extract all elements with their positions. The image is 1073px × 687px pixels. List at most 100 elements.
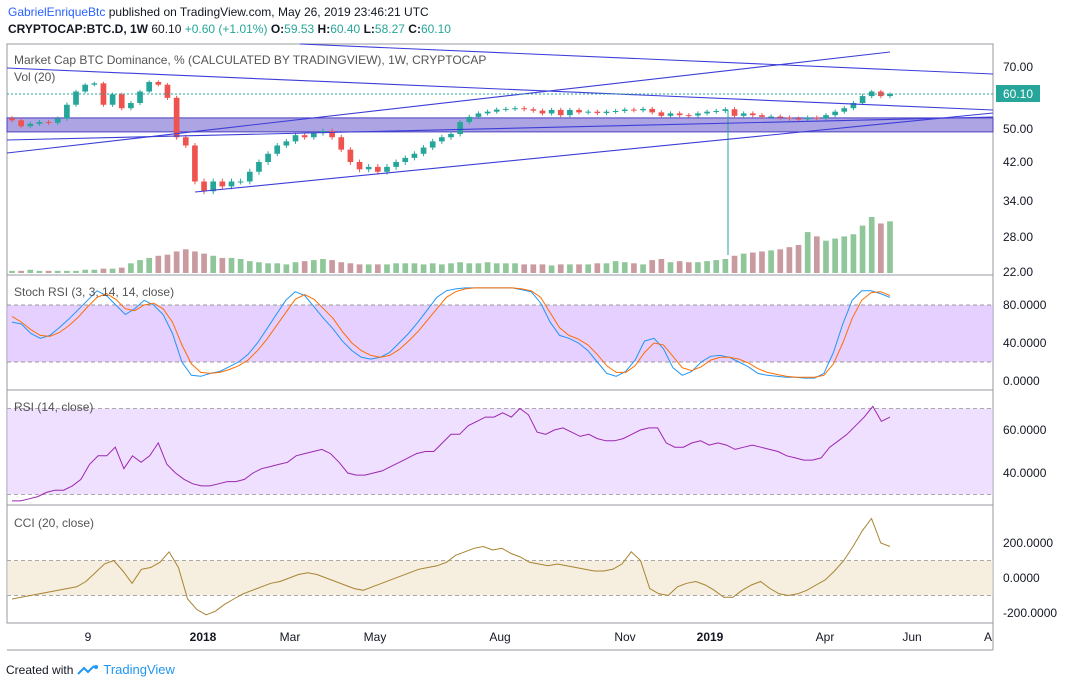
candle-body: [649, 108, 656, 113]
candle-body: [640, 108, 646, 111]
main-pane-title: Market Cap BTC Dominance, % (CALCULATED …: [14, 53, 486, 67]
volume-bar: [237, 259, 244, 273]
candle-body: [256, 162, 262, 172]
volume-bar: [585, 264, 592, 273]
time-tick-label: Jun: [902, 630, 921, 644]
time-tick-label: 9: [85, 630, 92, 644]
candle-body: [585, 111, 592, 113]
volume-bar: [557, 264, 564, 273]
volume-bar: [850, 234, 857, 273]
candle-body: [484, 111, 491, 114]
candle-body: [612, 110, 619, 112]
volume-bar: [868, 217, 875, 273]
candle-body: [228, 181, 235, 187]
candle-body: [73, 91, 79, 105]
candle-body: [786, 117, 793, 119]
candle-body: [658, 112, 665, 116]
candle-body: [45, 122, 52, 124]
volume-bar: [594, 263, 601, 273]
volume-bar: [567, 264, 573, 273]
volume-bar: [722, 259, 729, 273]
candle-body: [768, 116, 774, 118]
time-tick-label: 2019: [697, 630, 724, 644]
stoch-tick-label: 0.0000: [1003, 374, 1040, 388]
rsi-series-line: [12, 405, 891, 502]
high-label: H:: [317, 22, 331, 36]
volume-bar: [530, 264, 537, 273]
support-zone: [6, 117, 994, 133]
candle-body: [777, 116, 784, 118]
candle-body: [813, 117, 820, 119]
candle-body: [219, 181, 226, 187]
volume-bar: [256, 262, 262, 273]
volume-bar: [621, 262, 628, 273]
volume-bar: [466, 263, 473, 273]
high-value: 60.40: [330, 22, 361, 36]
volume-bar: [118, 267, 125, 273]
volume-bar: [823, 240, 829, 273]
volume-bar: [704, 261, 710, 273]
candle-body: [676, 113, 683, 116]
volume-bar: [429, 263, 436, 273]
candle-body: [685, 115, 692, 117]
volume-bar: [182, 249, 189, 273]
stoch-pane-title: Stoch RSI (3, 3, 14, 14, close): [14, 285, 174, 299]
author-link[interactable]: GabrielEnriqueBtc: [8, 5, 106, 19]
volume-bar: [301, 261, 308, 273]
volume-bar: [9, 270, 15, 273]
candle-body: [310, 133, 317, 138]
last-price-label: 60.10: [1003, 87, 1033, 101]
time-tick-label: A: [984, 630, 992, 644]
volume-bar: [695, 262, 701, 273]
candle-body: [695, 113, 701, 116]
candle-body: [402, 157, 409, 162]
volume-bar: [402, 263, 409, 273]
volume-bar: [310, 260, 317, 273]
time-tick-label: 2018: [190, 630, 217, 644]
tradingview-brand[interactable]: TradingView: [103, 662, 175, 677]
volume-bar: [128, 263, 134, 273]
candle-body: [27, 123, 34, 127]
candle-body: [576, 109, 582, 113]
volume-bar: [878, 223, 884, 273]
volume-bar: [155, 255, 162, 273]
candle-body: [713, 110, 720, 112]
volume-bar: [713, 260, 720, 273]
volume-bar: [603, 263, 610, 273]
volume-bar: [27, 269, 34, 273]
volume-bar: [192, 251, 198, 273]
candle-body: [237, 181, 244, 183]
candle-body: [109, 94, 116, 105]
volume-bar: [539, 264, 546, 273]
candle-body: [631, 109, 637, 111]
chart-canvas[interactable]: Market Cap BTC Dominance, % (CALCULATED …: [0, 38, 1073, 656]
candle-body: [722, 109, 729, 111]
candle-body: [704, 111, 710, 114]
volume-bar: [420, 264, 427, 273]
stoch-series-line: [11, 287, 891, 378]
time-tick-label: May: [364, 630, 387, 644]
candle-body: [365, 166, 372, 170]
symbol-name[interactable]: CRYPTOCAP:BTC.D, 1W: [8, 22, 149, 36]
trend-line: [6, 67, 994, 111]
volume-bar: [45, 270, 52, 273]
candle-body: [210, 181, 217, 192]
volume-bar: [804, 232, 811, 273]
volume-bar: [493, 263, 500, 273]
volume-bar: [768, 250, 774, 273]
volume-bar: [612, 261, 619, 273]
candle-body: [621, 109, 628, 111]
open-value: 59.53: [284, 22, 315, 36]
candle-body: [429, 141, 436, 148]
tradingview-logo-icon: [77, 664, 99, 675]
volume-bar: [201, 253, 207, 273]
volume-bar: [274, 263, 281, 273]
stoch-series-line: [11, 287, 891, 379]
publish-info: published on TradingView.com, May 26, 20…: [108, 5, 429, 19]
volume-bar: [658, 259, 665, 273]
rsi-tick-label: 40.0000: [1003, 466, 1047, 480]
rsi-pane-title: RSI (14, close): [14, 400, 93, 414]
volume-bar: [512, 263, 518, 273]
candle-body: [795, 118, 802, 120]
rsi-tick-label: 60.0000: [1003, 423, 1047, 437]
